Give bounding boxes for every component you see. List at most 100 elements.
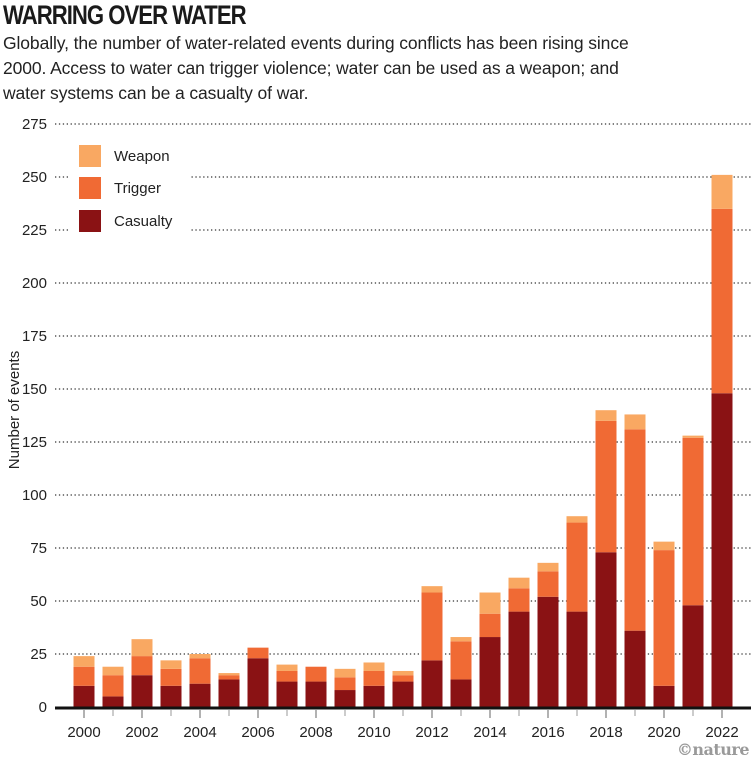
bar-trigger-2001 [102, 675, 124, 697]
bar-group-2006 [247, 647, 269, 707]
bar-casualty-2001 [102, 696, 124, 707]
x-tick-label: 2006 [241, 724, 274, 741]
bar-group-2010 [363, 662, 385, 707]
bar-casualty-2013 [450, 679, 472, 707]
x-tick-label: 2004 [183, 724, 216, 741]
bar-group-2019 [624, 414, 646, 707]
bar-weapon-2021 [682, 435, 704, 438]
bar-casualty-2000 [73, 685, 95, 707]
legend-label-weapon: Weapon [114, 148, 170, 165]
bar-trigger-2020 [653, 550, 675, 686]
bar-group-2012 [421, 586, 443, 707]
bar-trigger-2005 [218, 675, 240, 680]
bar-group-2005 [218, 673, 240, 707]
bar-group-2008 [305, 666, 327, 707]
bar-weapon-2010 [363, 662, 385, 671]
bar-trigger-2012 [421, 592, 443, 661]
bar-weapon-2019 [624, 414, 646, 430]
bar-weapon-2011 [392, 670, 414, 676]
bar-trigger-2014 [479, 613, 501, 638]
bar-group-2017 [566, 516, 588, 707]
bar-casualty-2021 [682, 605, 704, 707]
legend-swatch-casualty [79, 210, 101, 232]
bar-weapon-2005 [218, 673, 240, 676]
bar-trigger-2011 [392, 675, 414, 682]
bar-casualty-2018 [595, 552, 617, 707]
bar-group-2021 [682, 435, 704, 707]
bar-casualty-2012 [421, 660, 443, 707]
legend-swatch-weapon [79, 145, 101, 167]
bar-trigger-2015 [508, 588, 530, 612]
x-tick-label: 2018 [589, 724, 622, 741]
y-tick-label: 250 [22, 169, 47, 186]
bar-trigger-2018 [595, 420, 617, 553]
x-tick-label: 2002 [125, 724, 158, 741]
bar-casualty-2003 [160, 685, 182, 707]
x-tick-label: 2010 [357, 724, 390, 741]
bar-group-2003 [160, 660, 182, 707]
y-tick-label: 75 [30, 540, 47, 557]
bar-trigger-2017 [566, 522, 588, 612]
x-axis: 2000 2002 2004 2006 2008 2010 2012 2014 2016 2018… [55, 706, 751, 741]
bar-casualty-2020 [653, 685, 675, 707]
bar-group-2007 [276, 664, 298, 707]
bar-group-2011 [392, 670, 414, 707]
bar-casualty-2002 [131, 675, 153, 707]
bar-casualty-2006 [247, 658, 269, 707]
bar-trigger-2004 [189, 658, 211, 684]
bar-trigger-2007 [276, 670, 298, 682]
bar-group-2001 [102, 666, 124, 707]
y-tick-label: 50 [30, 593, 47, 610]
x-tick-label: 2016 [531, 724, 564, 741]
chart-subtitle: Globally, the number of water-related ev… [3, 33, 629, 103]
bar-trigger-2010 [363, 670, 385, 686]
y-tick-label: 200 [22, 275, 47, 292]
bar-casualty-2014 [479, 637, 501, 707]
legend-label-trigger: Trigger [114, 180, 161, 197]
y-tick-label: 275 [22, 116, 47, 133]
bar-weapon-2014 [479, 592, 501, 614]
bar-casualty-2016 [537, 596, 559, 707]
y-tick-label: 125 [22, 434, 47, 451]
x-tick-label: 2008 [299, 724, 332, 741]
x-tick-label: 2014 [473, 724, 506, 741]
nature-credit: ©nature [676, 740, 750, 759]
bar-trigger-2021 [682, 437, 704, 606]
bar-casualty-2019 [624, 630, 646, 707]
bar-casualty-2005 [218, 679, 240, 707]
bar-trigger-2006 [247, 647, 269, 659]
bar-trigger-2002 [131, 656, 153, 676]
y-axis-title: Number of events [6, 351, 23, 469]
bar-weapon-2004 [189, 654, 211, 659]
x-tick-label: 2022 [705, 724, 738, 741]
bar-casualty-2010 [363, 685, 385, 707]
bar-group-2018 [595, 410, 617, 707]
y-tick-label: 175 [22, 328, 47, 345]
y-tick-label: 0 [39, 699, 47, 716]
bar-trigger-2016 [537, 571, 559, 597]
x-tick-label: 2020 [647, 724, 680, 741]
bar-group-2022 [711, 174, 733, 707]
bar-weapon-2018 [595, 410, 617, 421]
bar-weapon-2013 [450, 637, 472, 642]
gridlines [55, 123, 751, 655]
bar-trigger-2022 [711, 208, 733, 394]
bar-weapon-2002 [131, 639, 153, 657]
bars [73, 174, 733, 707]
bar-trigger-2009 [334, 677, 356, 691]
bar-casualty-2011 [392, 681, 414, 707]
bar-weapon-2020 [653, 541, 675, 551]
bar-group-2009 [334, 668, 356, 707]
y-tick-label: 100 [22, 487, 47, 504]
bar-casualty-2022 [711, 393, 733, 707]
bar-weapon-2009 [334, 668, 356, 678]
bar-casualty-2017 [566, 611, 588, 707]
legend-label-casualty: Casualty [114, 213, 173, 230]
bar-group-2016 [537, 562, 559, 707]
bar-weapon-2007 [276, 664, 298, 671]
bar-group-2000 [73, 656, 95, 707]
y-tick-label: 25 [30, 646, 47, 663]
bar-weapon-2016 [537, 562, 559, 572]
bar-weapon-2001 [102, 666, 124, 676]
